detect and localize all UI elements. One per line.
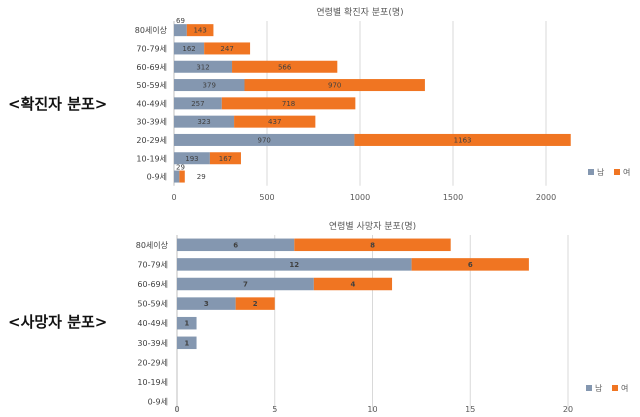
deaths-data-label-male: 1 <box>184 339 189 347</box>
deaths-bar-female <box>235 297 275 310</box>
cases-bar-male <box>174 97 222 110</box>
deaths-x-tick-label: 5 <box>272 405 277 414</box>
deaths-x-tick-label: 20 <box>563 405 573 414</box>
deaths-category-label: 80세이상 <box>136 240 169 250</box>
cases-data-label-male: 323 <box>197 118 210 126</box>
cases-bar-male <box>174 79 245 92</box>
cases-bar-female <box>209 152 241 165</box>
cases-bar-female <box>354 133 571 146</box>
deaths-bar-female <box>411 258 529 271</box>
deaths-category-label: 30-39세 <box>137 339 168 348</box>
cases-data-label-female: 566 <box>278 63 292 71</box>
deaths-category-label: 0-9세 <box>148 398 168 407</box>
cases-bar-male <box>174 152 210 165</box>
deaths-data-label-female: 6 <box>468 261 473 269</box>
cases-category-label: 50-59세 <box>136 81 167 90</box>
cases-x-tick-label: 500 <box>259 193 274 202</box>
cases-x-tick-label: 2000 <box>536 193 556 202</box>
deaths-legend-swatch-male <box>586 385 592 391</box>
deaths-category-label: 20-29세 <box>137 358 168 367</box>
deaths-bar-female <box>294 238 451 252</box>
cases-category-label: 80세이상 <box>135 25 168 35</box>
cases-data-label-female: 29 <box>197 173 206 181</box>
cases-data-label-male: 162 <box>182 45 195 53</box>
deaths-bar-male <box>177 258 412 271</box>
deaths-data-label-female: 4 <box>351 281 356 289</box>
deaths-category-label: 40-49세 <box>137 319 168 328</box>
cases-data-label-male: 379 <box>203 82 216 90</box>
cases-bar-female <box>234 115 316 128</box>
cases-category-label: 70-79세 <box>136 44 167 53</box>
cases-data-label-male: 193 <box>185 155 198 163</box>
deaths-x-tick-label: 15 <box>465 405 475 414</box>
deaths-bar-male <box>177 277 314 291</box>
cases-legend-label-male: 남 <box>597 168 605 177</box>
cases-bar-male <box>174 133 355 146</box>
deaths-x-tick-label: 0 <box>174 405 179 414</box>
cases-bar-male <box>174 24 187 37</box>
cases-data-label-female: 167 <box>219 155 232 163</box>
deaths-bar-female <box>313 277 393 291</box>
cases-bar-male <box>174 170 180 183</box>
cases-data-label-male: 29 <box>176 164 185 172</box>
cases-category-label: 10-19세 <box>136 154 167 163</box>
cases-bar-female <box>179 170 185 183</box>
deaths-bar-male <box>177 238 295 252</box>
cases-bar-male <box>174 42 205 55</box>
cases-x-tick-label: 1000 <box>350 193 370 202</box>
deaths-legend-label-female: 여 <box>621 383 628 393</box>
deaths-data-label-male: 1 <box>184 320 189 328</box>
deaths-category-label: 10-19세 <box>137 378 168 387</box>
deaths-data-label-male: 3 <box>204 300 209 308</box>
cases-category-label: 0-9세 <box>147 173 167 182</box>
cases-legend-label-female: 여 <box>623 167 630 177</box>
deaths-chart-title: 연령별 사망자 분포(명) <box>329 220 416 232</box>
cases-chart-title: 연령별 확진자 분포(명) <box>316 6 403 18</box>
deaths-category-label: 50-59세 <box>137 300 168 309</box>
cases-bar-female <box>232 60 338 73</box>
cases-data-label-female: 1163 <box>454 136 472 144</box>
cases-data-label-male: 257 <box>191 100 204 108</box>
cases-data-label-female: 718 <box>282 100 295 108</box>
cases-bar-female <box>221 97 356 110</box>
deaths-legend-swatch-female <box>612 385 618 391</box>
deaths-bar-male <box>177 336 197 350</box>
cases-x-tick-label: 0 <box>171 193 176 202</box>
cases-bar-female <box>204 42 251 55</box>
cases-bar-male <box>174 115 235 128</box>
cases-data-label-female: 437 <box>268 118 281 126</box>
cases-bar-female <box>244 79 425 92</box>
cases-data-label-female: 970 <box>328 82 341 90</box>
cases-x-tick-label: 1500 <box>443 193 463 202</box>
deaths-data-label-female: 2 <box>253 300 258 308</box>
deaths-section-label: <사망자 분포> <box>8 313 108 331</box>
cases-category-label: 40-49세 <box>136 99 167 108</box>
cases-category-label: 20-29세 <box>136 136 167 145</box>
cases-data-label-female: 247 <box>220 45 233 53</box>
deaths-category-label: 70-79세 <box>137 260 168 269</box>
cases-category-label: 30-39세 <box>136 118 167 127</box>
deaths-legend-label-male: 남 <box>595 384 603 393</box>
deaths-data-label-male: 7 <box>243 281 248 289</box>
deaths-data-label-male: 6 <box>233 241 238 249</box>
cases-category-label: 60-69세 <box>136 63 167 72</box>
deaths-category-label: 60-69세 <box>137 280 168 289</box>
deaths-x-tick-label: 10 <box>367 405 377 414</box>
cases-data-label-male: 970 <box>258 136 271 144</box>
cases-bar-male <box>174 60 233 73</box>
cases-data-label-male: 312 <box>196 63 209 71</box>
cases-data-label-male: 69 <box>176 17 185 25</box>
deaths-bar-male <box>177 316 197 330</box>
deaths-data-label-female: 8 <box>370 241 375 249</box>
cases-bar-female <box>186 24 214 37</box>
deaths-data-label-male: 12 <box>289 261 299 269</box>
cases-data-label-female: 143 <box>193 27 206 35</box>
deaths-bar-male <box>177 297 236 310</box>
cases-legend-swatch-female <box>614 169 620 175</box>
cases-section-label: <확진자 분포> <box>8 95 108 113</box>
cases-legend-swatch-male <box>588 169 594 175</box>
